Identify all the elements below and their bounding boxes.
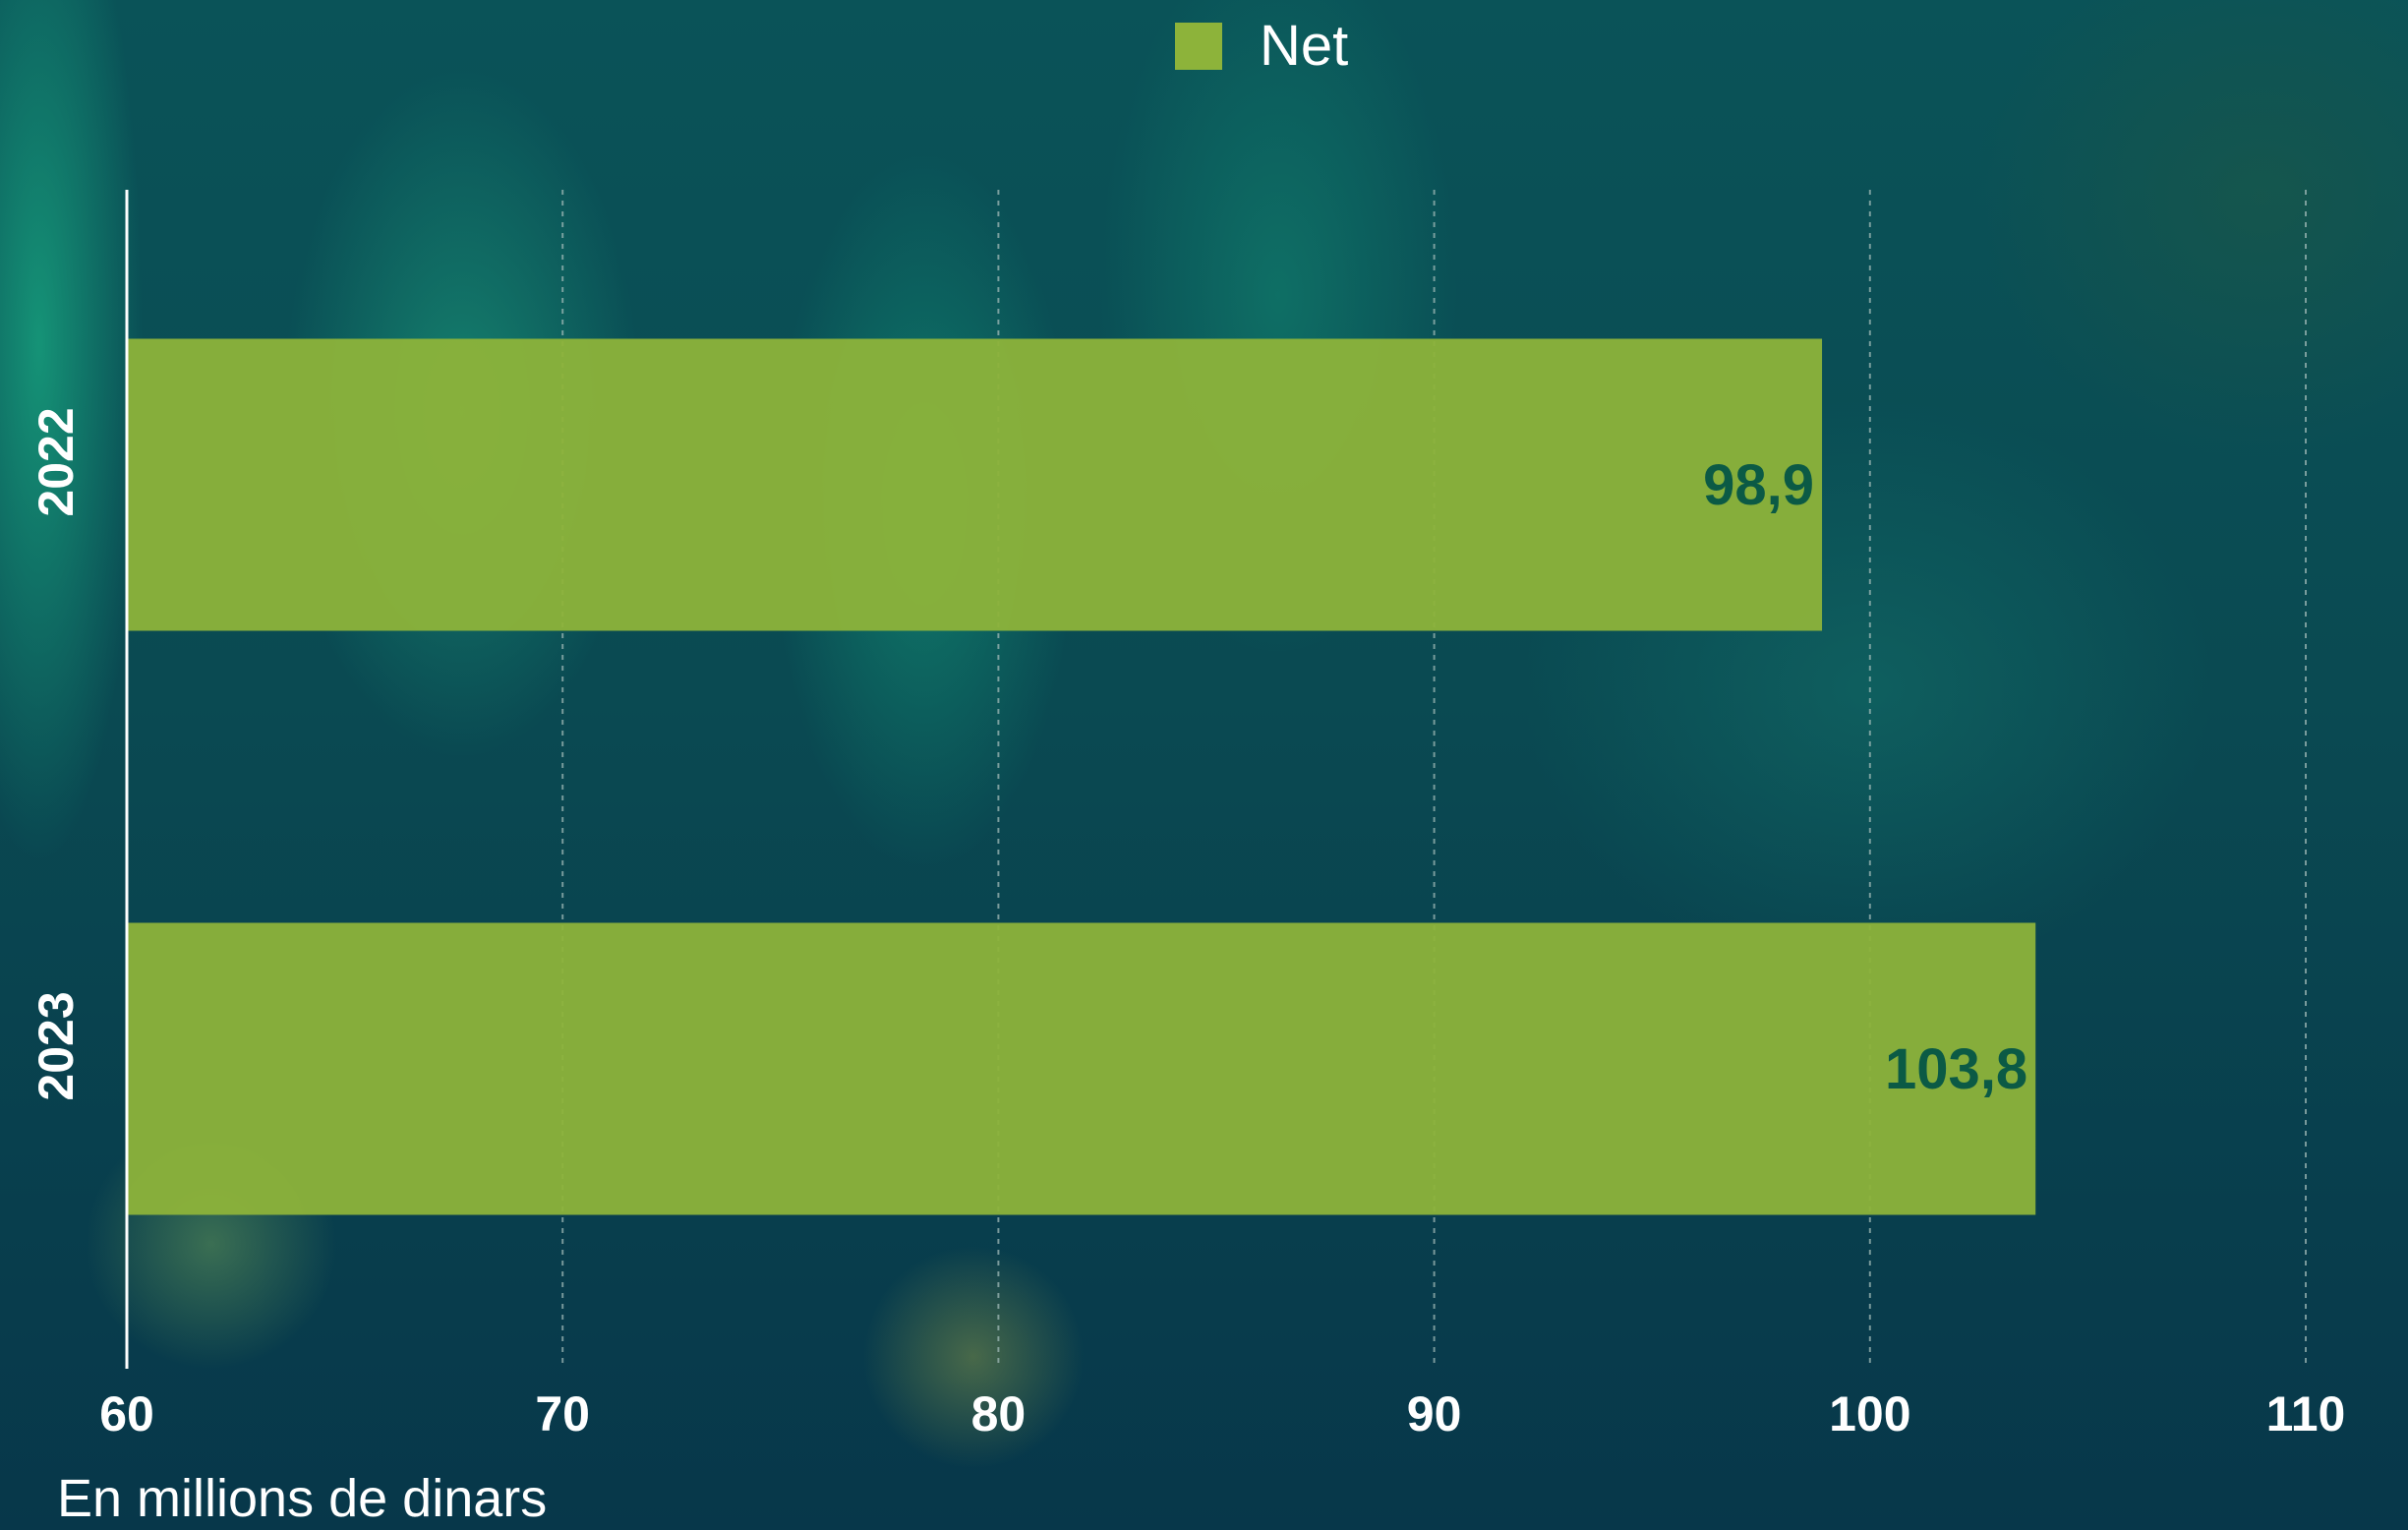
value-labels: 98,9 103,8 [1703, 453, 2027, 1101]
legend: Net [1175, 18, 1348, 75]
x-tick-label: 110 [2266, 1386, 2346, 1442]
bar-2022 [127, 338, 1823, 631]
units-note: En millions de dinars [57, 1469, 548, 1528]
legend-label: Net [1260, 14, 1349, 78]
x-tick-label: 90 [1407, 1386, 1462, 1442]
category-label-2023: 2023 [29, 991, 84, 1100]
x-tick-label: 70 [535, 1386, 590, 1442]
x-tick-label: 100 [1829, 1386, 1910, 1442]
y-axis-categories: 2022 2023 [29, 407, 84, 1100]
x-tick-label: 80 [971, 1386, 1027, 1442]
legend-swatch [1175, 23, 1222, 70]
category-label-2022: 2022 [29, 407, 84, 516]
value-label-2023: 103,8 [1885, 1037, 2027, 1101]
x-tick-label: 60 [99, 1386, 154, 1442]
value-label-2022: 98,9 [1703, 453, 1814, 517]
bar-2023 [127, 922, 2036, 1215]
bars [127, 338, 2036, 1215]
x-axis-ticks: 60 70 80 90 100 110 [99, 1386, 2345, 1442]
